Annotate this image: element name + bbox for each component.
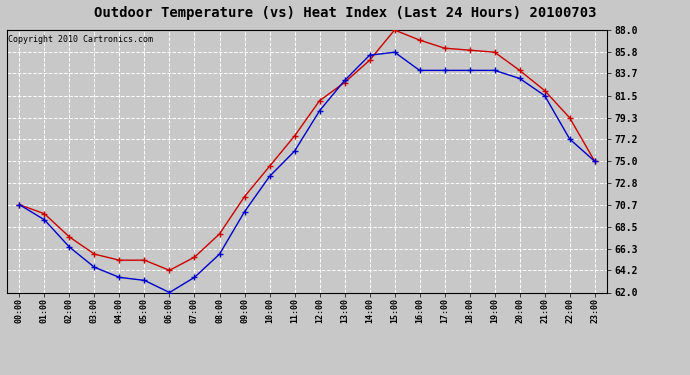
Text: Copyright 2010 Cartronics.com: Copyright 2010 Cartronics.com (8, 35, 153, 44)
Text: Outdoor Temperature (vs) Heat Index (Last 24 Hours) 20100703: Outdoor Temperature (vs) Heat Index (Las… (94, 6, 596, 20)
